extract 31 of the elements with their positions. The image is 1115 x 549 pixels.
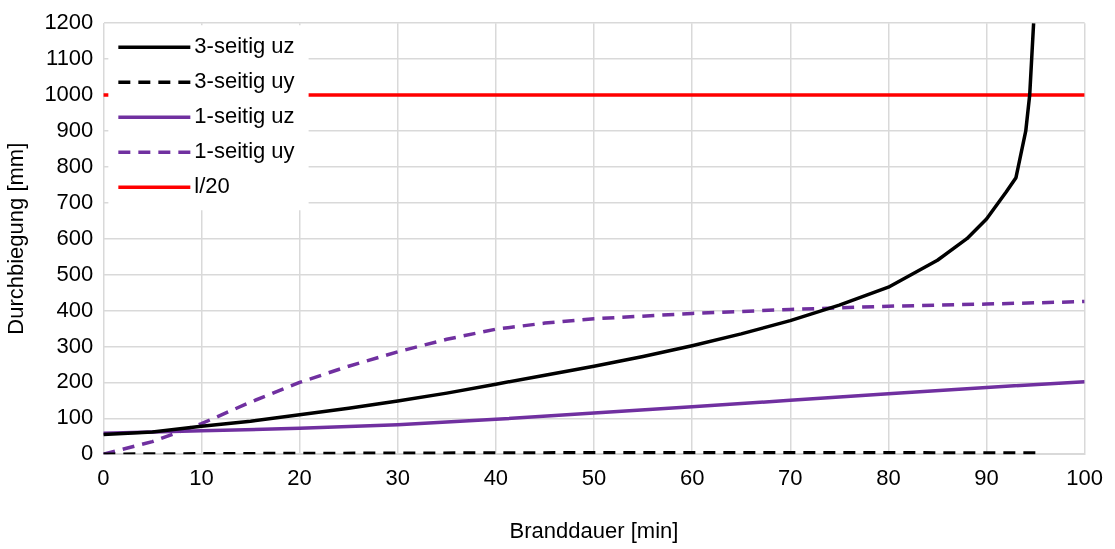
legend-label: 1-seitig uy xyxy=(194,138,295,164)
legend-label: 3-seitig uy xyxy=(194,68,295,94)
y-tick-label: 500 xyxy=(56,260,94,286)
y-tick-label: 100 xyxy=(56,404,94,430)
y-tick-label: 700 xyxy=(56,188,94,214)
y-tick-label: 1100 xyxy=(46,45,94,71)
x-tick-label: 40 xyxy=(483,465,509,491)
y-tick-label: 900 xyxy=(56,117,94,143)
y-tick-label: 300 xyxy=(56,332,94,358)
x-tick-label: 70 xyxy=(778,465,803,491)
x-tick-label: 60 xyxy=(679,465,705,491)
x-tick-label: 50 xyxy=(581,465,607,491)
legend-label: 3-seitig uz xyxy=(194,33,295,59)
x-tick-label: 80 xyxy=(876,465,901,491)
x-tick-label: 0 xyxy=(97,465,110,491)
x-tick-label: 100 xyxy=(1066,465,1104,491)
x-tick-label: 20 xyxy=(287,465,312,491)
x-axis-title: Branddauer [min] xyxy=(509,517,679,543)
y-tick-label: 200 xyxy=(56,368,94,394)
legend-label: l/20 xyxy=(194,173,230,199)
y-tick-label: 1200 xyxy=(44,9,94,35)
y-axis-title: Durchbiegung [mm] xyxy=(3,142,29,335)
x-tick-label: 90 xyxy=(974,465,999,491)
x-tick-label: 30 xyxy=(385,465,410,491)
y-tick-label: 800 xyxy=(56,152,94,178)
y-tick-label: 400 xyxy=(56,296,94,322)
x-tick-label: 10 xyxy=(189,465,214,491)
y-tick-label: 600 xyxy=(56,224,94,250)
y-tick-label: 0 xyxy=(81,440,94,466)
y-tick-label: 1000 xyxy=(44,81,94,107)
legend-label: 1-seitig uz xyxy=(194,103,295,129)
